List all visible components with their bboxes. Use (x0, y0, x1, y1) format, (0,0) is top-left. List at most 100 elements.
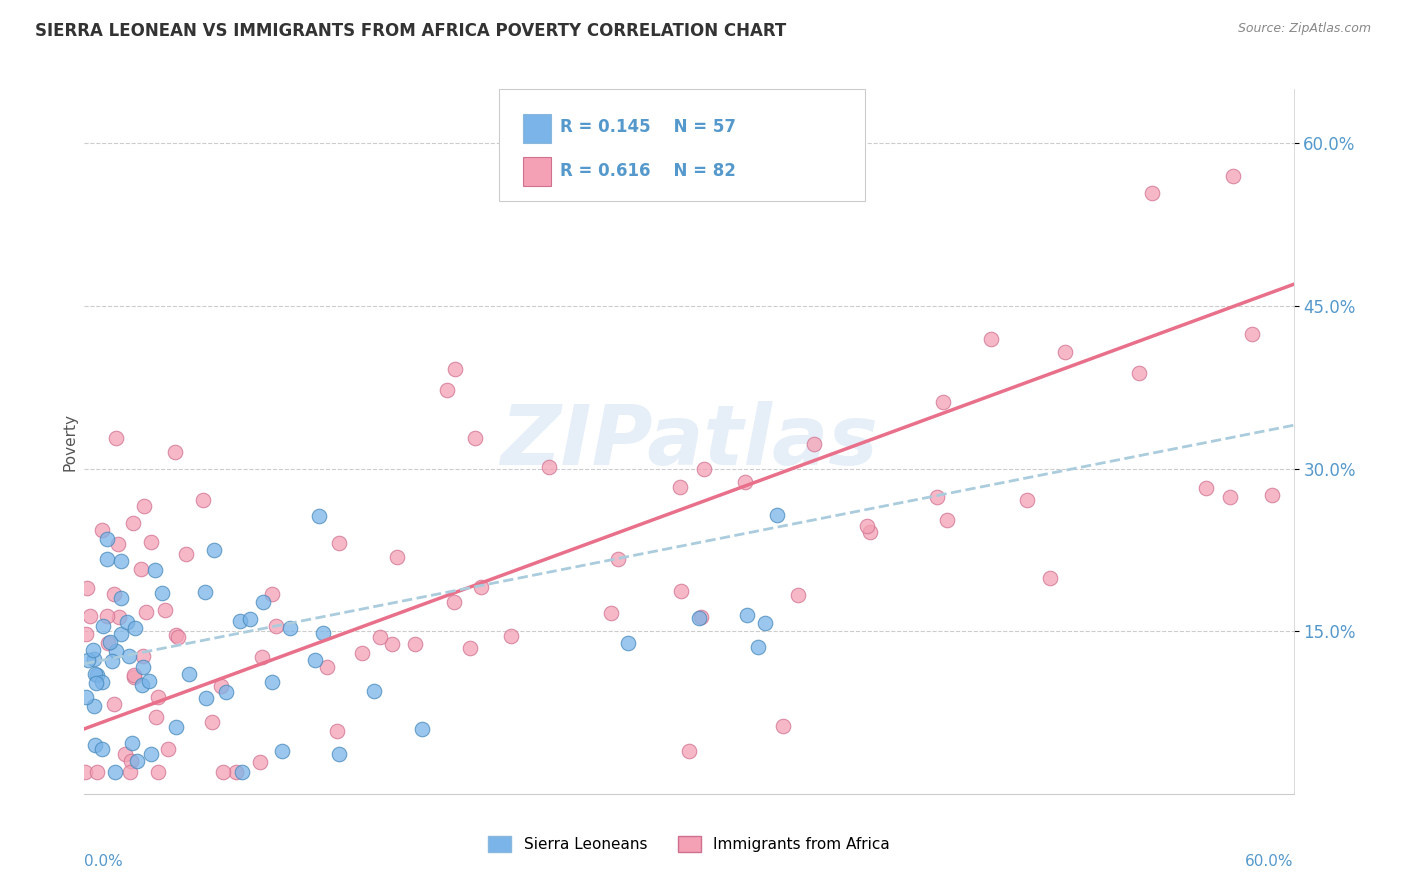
Point (100, 635, 122, 649)
Point (179, 667, 201, 681)
Point (249, 755, 271, 769)
Point (616, 636, 638, 650)
Point (131, 677, 153, 691)
Point (1261, 487, 1284, 501)
Point (73, 765, 96, 780)
Y-axis label: Poverty: Poverty (62, 412, 77, 471)
Point (328, 535, 350, 549)
Point (134, 499, 156, 513)
Point (304, 653, 326, 667)
Point (191, 492, 214, 507)
Point (932, 394, 955, 409)
Point (110, 591, 132, 605)
Point (79, 608, 101, 623)
Point (96, 532, 118, 546)
Point (678, 743, 700, 757)
Point (101, 654, 124, 668)
Point (404, 637, 426, 651)
Point (260, 587, 283, 601)
Point (436, 383, 458, 397)
Point (167, 630, 190, 644)
Point (859, 525, 882, 540)
Point (350, 646, 373, 660)
Point (328, 747, 350, 762)
Point (363, 684, 385, 698)
Point (86, 667, 108, 681)
Point (84, 738, 107, 752)
Text: R = 0.616    N = 82: R = 0.616 N = 82 (560, 162, 735, 180)
Point (143, 563, 166, 577)
Point (150, 586, 173, 600)
Point (83, 652, 105, 666)
Point (125, 754, 148, 768)
Point (163, 445, 186, 459)
Point (669, 480, 692, 494)
Point (202, 542, 225, 557)
Point (83, 698, 105, 713)
Point (86, 765, 108, 780)
Point (278, 621, 301, 635)
Point (693, 462, 716, 476)
Point (110, 627, 132, 641)
Point (135, 605, 157, 619)
Point (145, 710, 167, 724)
Point (122, 668, 145, 682)
Point (980, 332, 1002, 346)
Point (118, 765, 141, 780)
Point (460, 641, 482, 656)
Point (308, 509, 330, 524)
Point (209, 679, 232, 693)
Point (91, 619, 114, 633)
Point (132, 660, 155, 674)
Point (607, 552, 630, 566)
Point (1053, 345, 1076, 359)
Point (148, 765, 170, 780)
Point (252, 595, 274, 609)
Point (229, 614, 252, 628)
Point (122, 670, 145, 684)
Text: SIERRA LEONEAN VS IMMIGRANTS FROM AFRICA POVERTY CORRELATION CHART: SIERRA LEONEAN VS IMMIGRANTS FROM AFRICA… (35, 22, 786, 40)
Point (326, 724, 349, 739)
Point (538, 460, 561, 475)
Point (75, 690, 97, 704)
Point (737, 607, 759, 622)
Point (195, 690, 218, 705)
Point (250, 649, 273, 664)
Point (936, 513, 959, 527)
Point (120, 754, 142, 768)
Point (312, 626, 335, 640)
Point (443, 595, 465, 609)
Point (107, 610, 129, 624)
Point (114, 747, 136, 761)
Point (1222, 169, 1244, 183)
Point (1140, 186, 1163, 201)
Point (368, 631, 391, 645)
Point (82, 643, 104, 657)
Point (1195, 481, 1218, 495)
Point (215, 685, 238, 699)
Point (688, 610, 710, 624)
Point (264, 619, 287, 633)
Point (107, 537, 129, 551)
Point (141, 747, 163, 761)
Point (1128, 366, 1150, 380)
Point (927, 490, 949, 504)
Point (501, 629, 523, 643)
Point (174, 547, 197, 561)
Point (747, 640, 769, 655)
Point (103, 586, 125, 600)
Point (105, 431, 128, 445)
Point (121, 736, 143, 750)
Point (443, 362, 465, 376)
Text: ZIPatlas: ZIPatlas (501, 401, 877, 482)
Point (138, 674, 160, 689)
Point (381, 637, 404, 651)
Point (754, 615, 776, 630)
Point (464, 431, 486, 445)
Point (385, 550, 408, 565)
Point (110, 554, 132, 568)
Text: R = 0.145    N = 57: R = 0.145 N = 57 (560, 118, 735, 136)
Point (239, 612, 262, 626)
Point (104, 765, 127, 780)
Point (132, 648, 155, 663)
